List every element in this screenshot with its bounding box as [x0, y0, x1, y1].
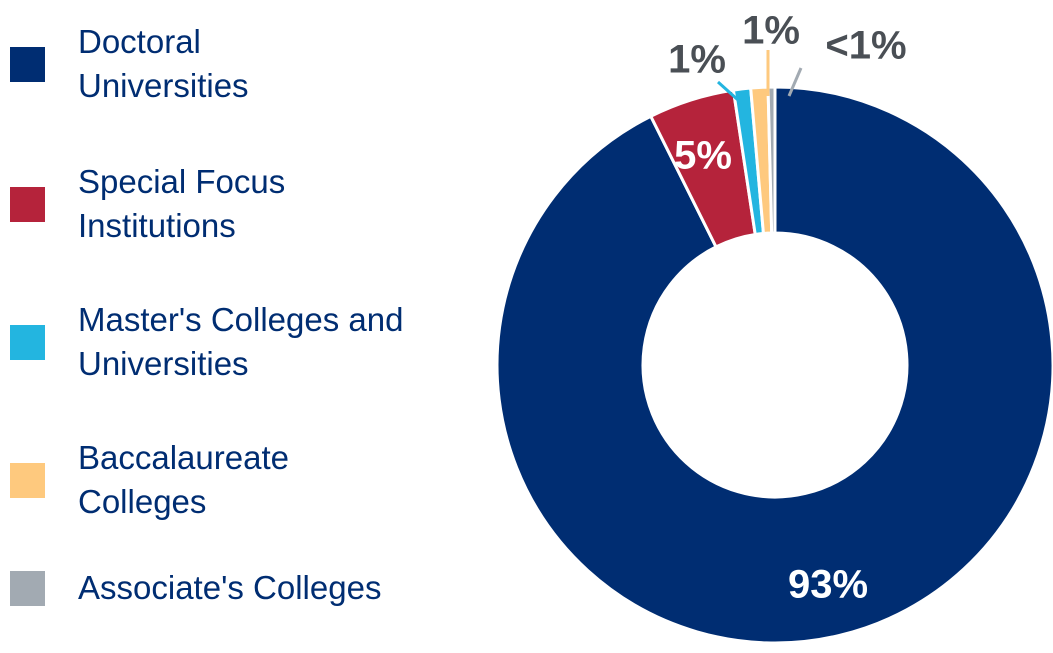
- legend-item: Special Focus Institutions: [10, 160, 378, 248]
- legend-label: Special Focus Institutions: [78, 163, 286, 244]
- leader-line: [787, 67, 803, 97]
- legend-label: Baccalaureate Colleges: [78, 439, 289, 520]
- legend-label: Associate's Colleges: [78, 569, 382, 606]
- donut-slice: [495, 85, 1053, 645]
- slice-label: 1%: [668, 38, 726, 82]
- slice-label: 5%: [674, 134, 732, 178]
- legend-item: Associate's Colleges: [10, 566, 498, 610]
- legend-swatch: [10, 46, 45, 82]
- donut-slice: [766, 85, 777, 235]
- legend-label: Master's Colleges and Universities: [78, 301, 404, 382]
- slice-label: 93%: [788, 563, 868, 607]
- slice-label: 1%: [742, 9, 800, 53]
- legend-label: Doctoral Universities: [78, 23, 249, 104]
- legend-swatch: [10, 570, 45, 606]
- legend-item: Doctoral Universities: [10, 20, 378, 108]
- slice-label: <1%: [825, 24, 906, 68]
- legend-swatch: [10, 324, 45, 360]
- legend-swatch: [10, 186, 45, 222]
- legend-item: Master's Colleges and Universities: [10, 298, 418, 386]
- legend-swatch: [10, 462, 45, 498]
- legend-item: Baccalaureate Colleges: [10, 436, 378, 524]
- leader-line: [716, 80, 740, 102]
